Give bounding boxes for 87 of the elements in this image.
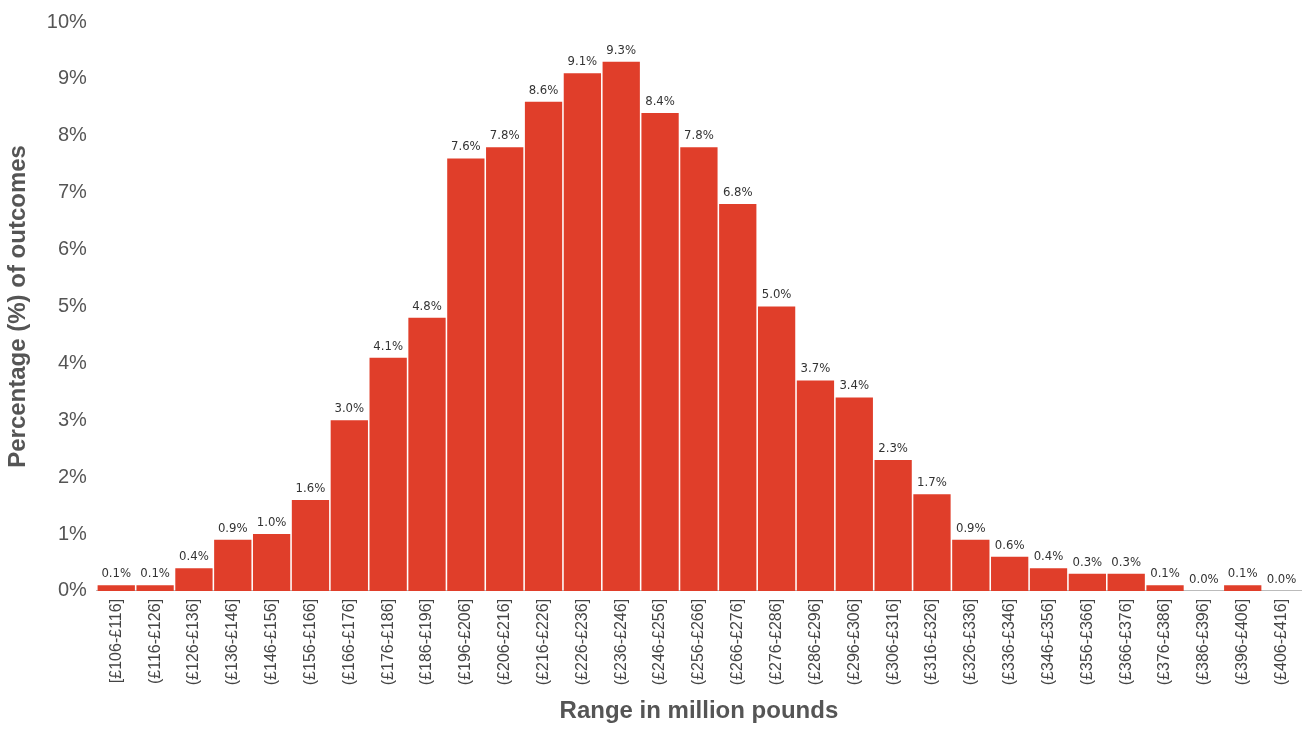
- y-tick-label: 2%: [57, 464, 88, 487]
- bar: [563, 73, 602, 591]
- y-tick-label: 7%: [57, 180, 88, 203]
- x-tick-label: (£366-£376]: [1116, 598, 1134, 686]
- data-label: 1.6%: [295, 479, 326, 495]
- x-tick-label: (£236-£246]: [611, 598, 629, 686]
- bar: [524, 101, 563, 591]
- y-tick-label: 6%: [57, 237, 88, 260]
- data-label: 0.3%: [1111, 553, 1142, 569]
- bar: [796, 380, 835, 591]
- x-tick-label: (£356-£366]: [1077, 598, 1095, 686]
- data-label: 0.1%: [1227, 565, 1258, 581]
- x-tick-label: (£406-£416]: [1271, 598, 1289, 686]
- data-label: 7.8%: [684, 127, 714, 143]
- x-tick-label: (£226-£236]: [572, 598, 590, 686]
- bar: [1068, 573, 1106, 591]
- x-tick-label: (£326-£336]: [961, 598, 979, 686]
- data-label: 6.8%: [722, 183, 753, 199]
- x-tick-label: (£216-£226]: [533, 598, 551, 686]
- bar: [330, 420, 368, 591]
- bar: [252, 534, 291, 591]
- data-label: 0.1%: [101, 565, 132, 581]
- y-tick-label: 8%: [57, 123, 88, 146]
- y-tick-label: 9%: [57, 66, 88, 89]
- y-tick-label: 3%: [57, 407, 88, 430]
- data-label: 3.0%: [334, 400, 365, 416]
- y-tick-label: 4%: [57, 350, 88, 373]
- x-tick-label: (£166-£176]: [339, 598, 357, 686]
- data-label: 0.9%: [955, 519, 986, 535]
- data-label: 4.1%: [373, 337, 404, 353]
- x-tick-label: (£196-£206]: [456, 598, 474, 686]
- data-label: 2.3%: [878, 439, 908, 455]
- x-tick-label: (£156-£166]: [300, 598, 318, 686]
- x-tick-label: (£266-£276]: [728, 598, 746, 686]
- x-tick-label: (£246-£256]: [650, 598, 668, 686]
- data-label: 0.0%: [1266, 570, 1297, 586]
- data-label: 0.6%: [994, 536, 1025, 552]
- x-tick-label: (£136-£146]: [223, 598, 241, 686]
- data-label: 3.4%: [839, 377, 870, 393]
- x-tick-label: (£286-£296]: [805, 598, 823, 686]
- data-label: 0.4%: [1033, 548, 1064, 564]
- data-label: 7.6%: [450, 138, 481, 154]
- x-tick-label: (£276-£286]: [767, 598, 785, 686]
- data-label: 9.1%: [567, 53, 598, 69]
- data-label: 0.4%: [179, 548, 209, 564]
- bar: [291, 499, 330, 591]
- x-tick-label: (£386-£396]: [1194, 598, 1212, 686]
- y-tick-label: 1%: [57, 521, 88, 544]
- data-label: 8.4%: [645, 92, 675, 108]
- bar: [991, 556, 1029, 591]
- data-label: 4.8%: [412, 297, 442, 313]
- y-axis-title: Percentage (%) of outcomes: [3, 145, 31, 468]
- x-tick-label: (£256-£266]: [689, 598, 707, 686]
- x-tick-label: (£346-£356]: [1038, 598, 1056, 686]
- x-tick-label: (£316-£326]: [922, 598, 940, 686]
- x-tick-label: (£306-£316]: [883, 598, 901, 686]
- bar: [757, 306, 796, 591]
- bar: [486, 147, 524, 591]
- x-axis-title: Range in million pounds: [559, 696, 839, 724]
- x-tick-label: (£116-£126]: [145, 598, 163, 685]
- data-label: 8.6%: [528, 81, 559, 97]
- x-tick-label: (£336-£346]: [1000, 598, 1018, 686]
- data-label: 0.3%: [1072, 553, 1103, 569]
- x-tick-label: (£296-£306]: [844, 598, 862, 686]
- x-tick-label: (£146-£156]: [262, 598, 280, 686]
- x-tick-label: (£126-£136]: [184, 598, 202, 686]
- x-tick-label: (£176-£186]: [378, 598, 396, 686]
- bar: [1224, 585, 1262, 591]
- bar: [1029, 568, 1068, 591]
- data-label: 1.7%: [917, 474, 947, 490]
- y-tick-label: 10%: [46, 9, 88, 32]
- data-label: 9.3%: [606, 41, 637, 57]
- x-tick-label: (£376-£386]: [1155, 598, 1173, 686]
- y-tick-label: 5%: [57, 293, 88, 316]
- x-tick-label: (£206-£216]: [495, 598, 513, 686]
- data-label: 5.0%: [761, 286, 792, 302]
- data-label: 0.9%: [217, 519, 248, 535]
- x-tick-label: (£186-£196]: [417, 598, 435, 686]
- x-tick-label: [£106-£116]: [106, 598, 124, 684]
- data-label: 0.1%: [140, 565, 170, 581]
- data-label: 0.0%: [1189, 570, 1219, 586]
- y-tick-label: 0%: [57, 578, 88, 601]
- data-label: 1.0%: [256, 513, 287, 529]
- data-label: 0.1%: [1150, 565, 1180, 581]
- data-label: 7.8%: [489, 127, 520, 143]
- data-label: 3.7%: [800, 360, 831, 376]
- x-tick-label: (£396-£406]: [1233, 598, 1251, 686]
